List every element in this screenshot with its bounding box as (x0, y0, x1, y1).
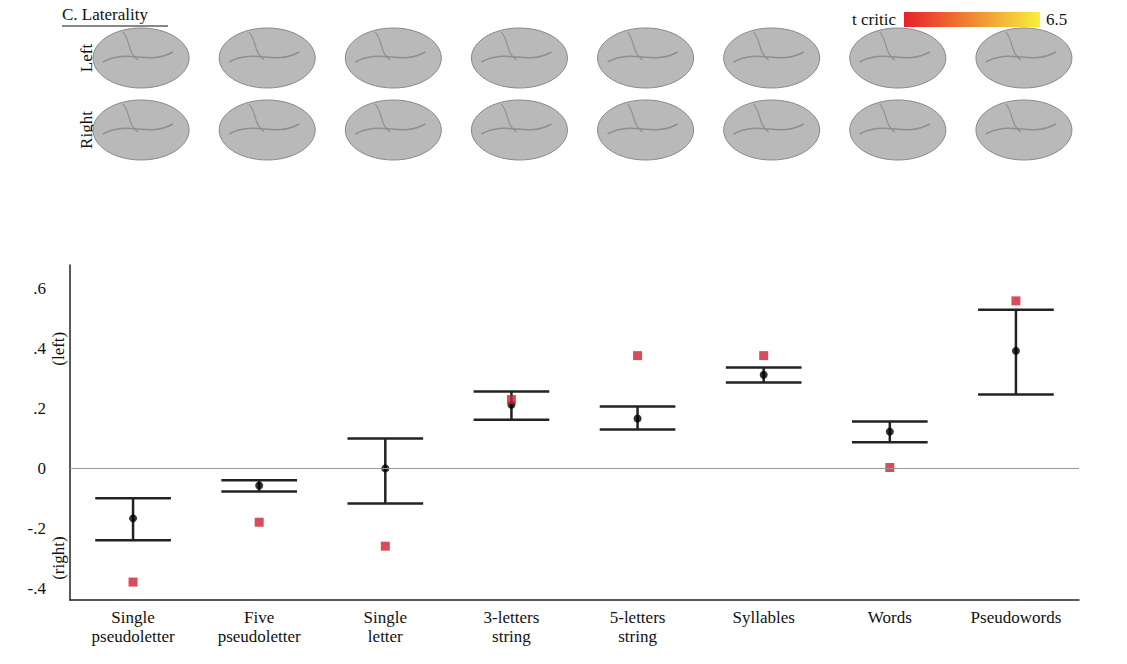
svg-text:Pseudowords: Pseudowords (971, 608, 1062, 627)
svg-text:string: string (492, 627, 531, 646)
svg-text:(right): (right) (49, 536, 68, 579)
svg-text:Words: Words (868, 608, 912, 627)
svg-text:letter: letter (368, 627, 403, 646)
svg-text:0: 0 (38, 459, 47, 478)
svg-text:.6: .6 (33, 279, 46, 298)
svg-text:string: string (618, 627, 657, 646)
svg-text:5-letters: 5-letters (610, 608, 666, 627)
svg-text:pseudoletter: pseudoletter (92, 627, 175, 646)
svg-text:Single: Single (111, 608, 154, 627)
svg-text:-.2: -.2 (28, 519, 46, 538)
svg-text:6.5: 6.5 (1046, 10, 1067, 29)
svg-text:3-letters: 3-letters (484, 608, 540, 627)
svg-text:.2: .2 (33, 399, 46, 418)
svg-text:(left): (left) (49, 332, 68, 366)
svg-text:Single: Single (364, 608, 407, 627)
svg-text:t critic: t critic (852, 10, 896, 29)
svg-text:pseudoletter: pseudoletter (218, 627, 301, 646)
svg-text:.4: .4 (33, 339, 46, 358)
svg-text:C. Laterality: C. Laterality (62, 5, 148, 24)
svg-text:Five: Five (244, 608, 274, 627)
svg-text:Syllables: Syllables (733, 608, 795, 627)
svg-text:Right: Right (76, 111, 96, 149)
svg-text:Left: Left (76, 43, 96, 73)
svg-text:-.4: -.4 (28, 579, 47, 598)
